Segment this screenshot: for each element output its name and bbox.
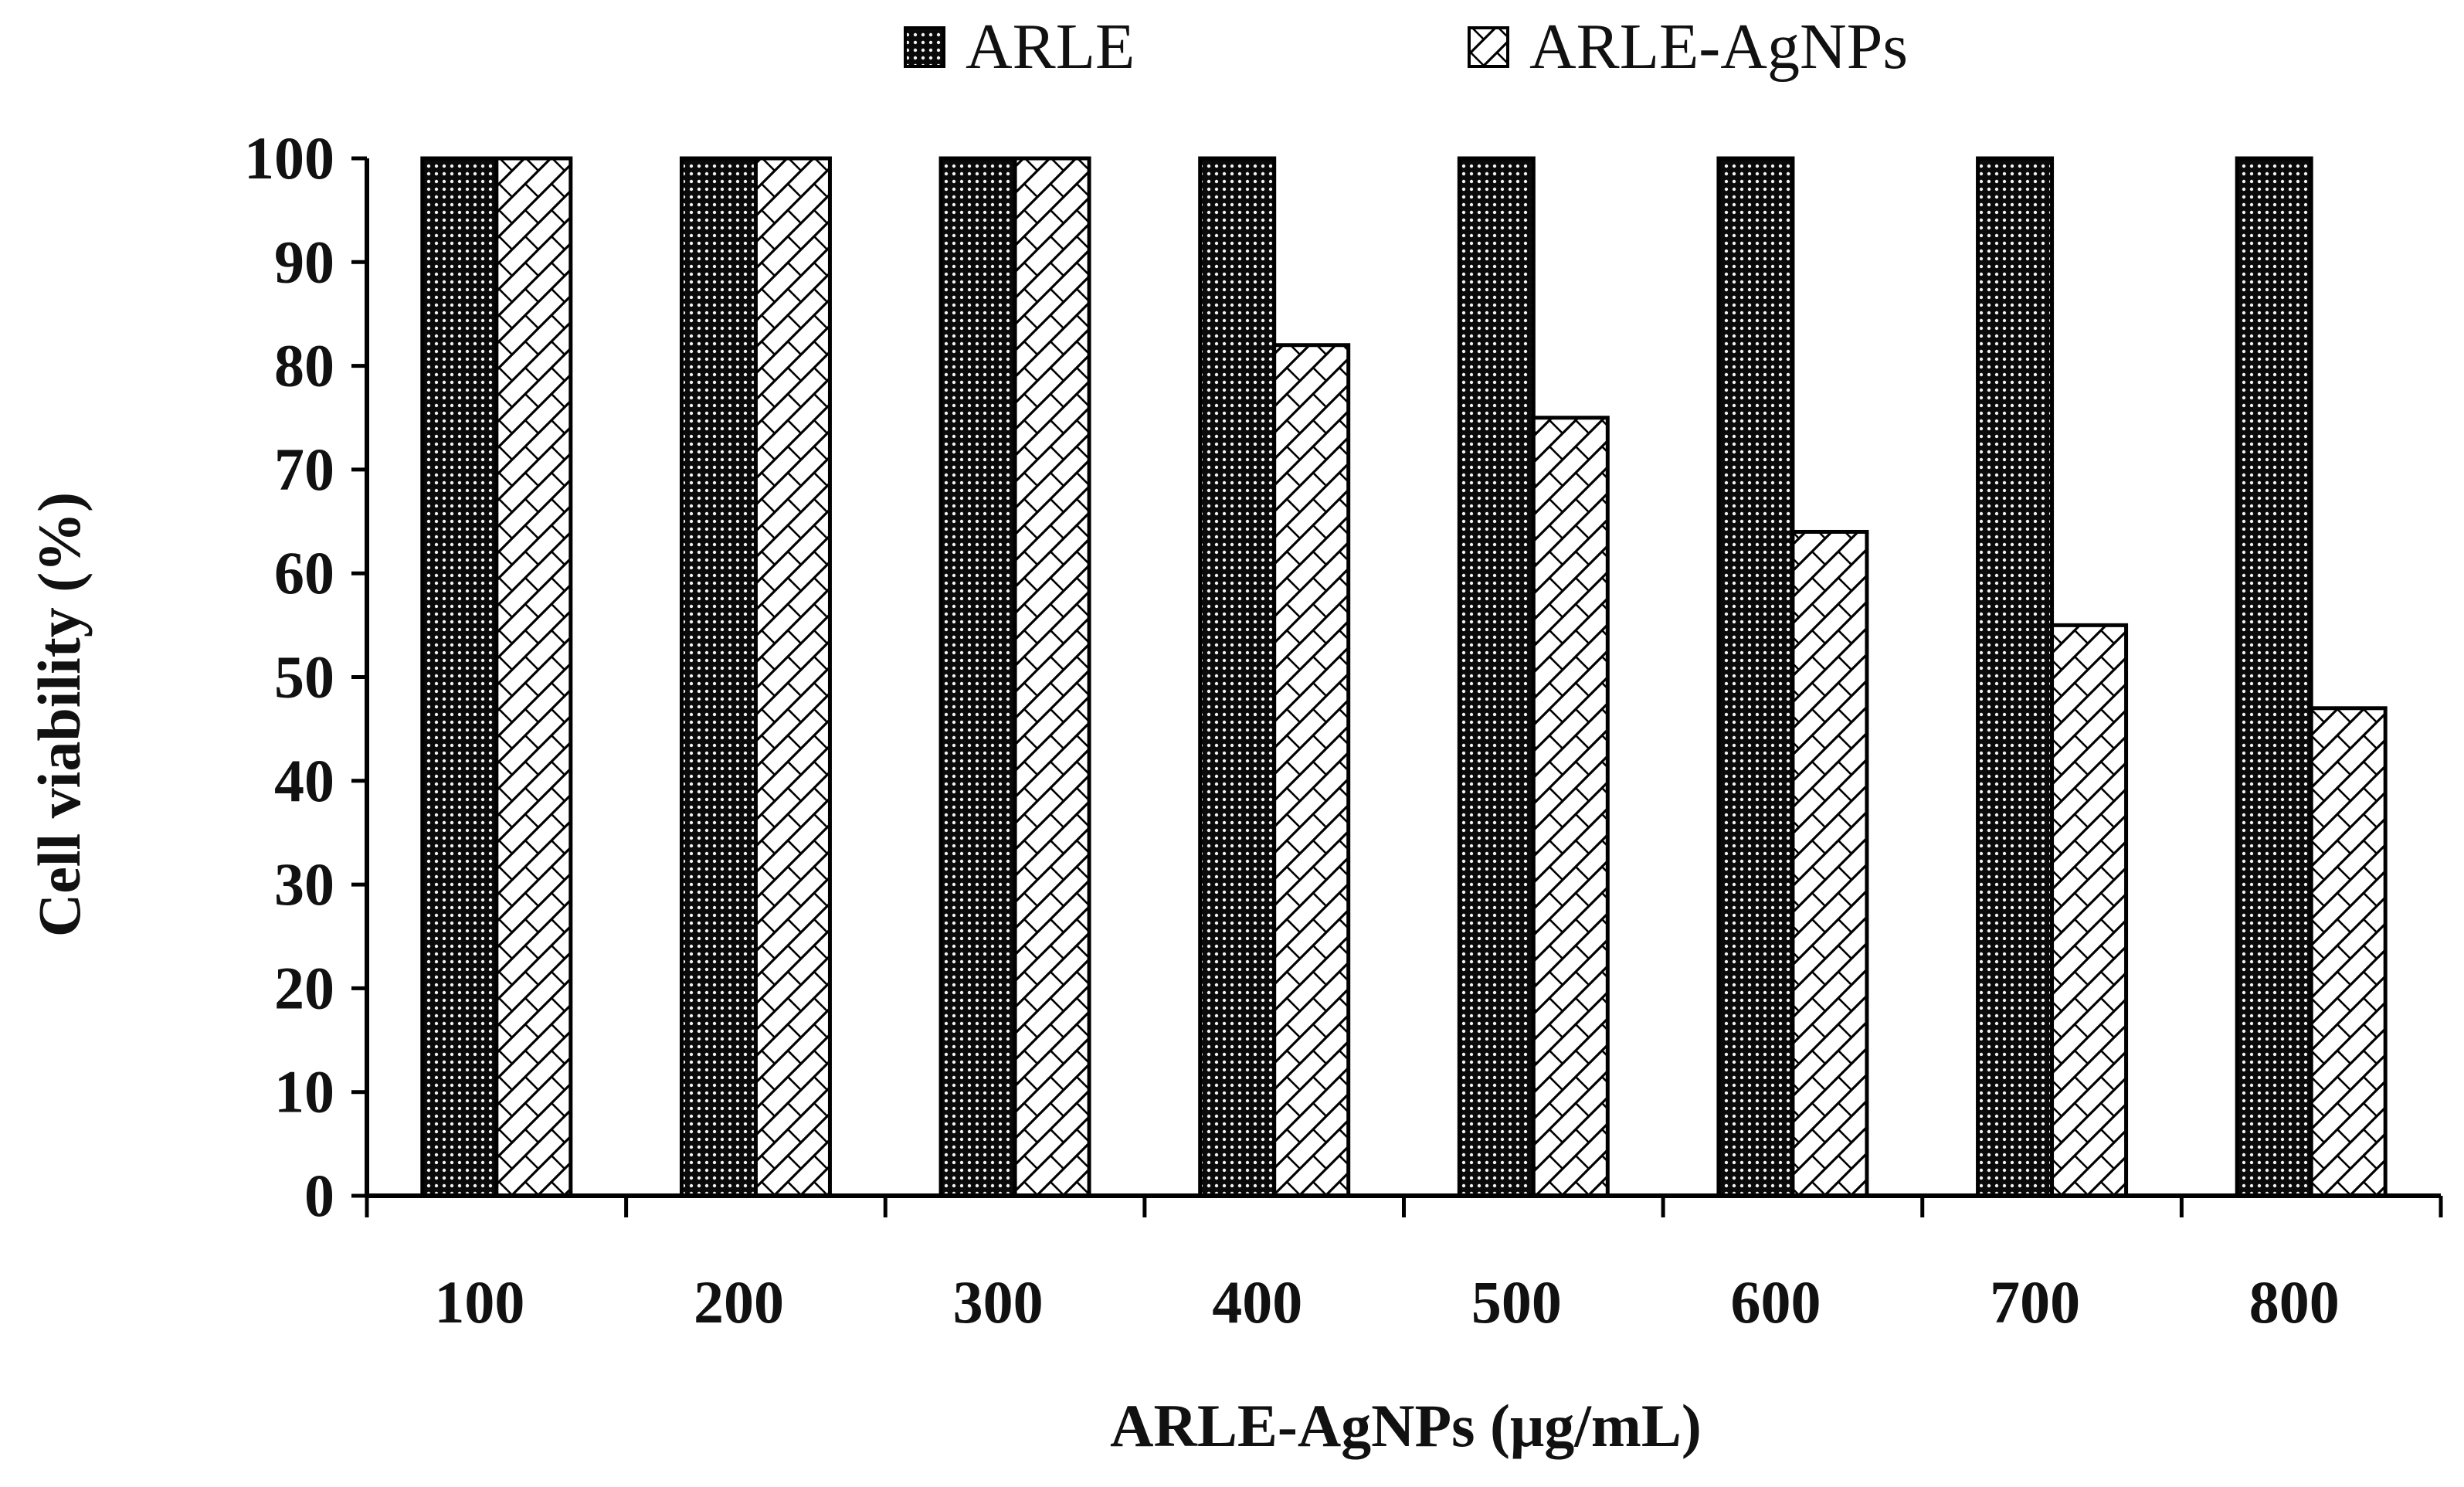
bars-layer [420,156,2388,1198]
x-axis-title: ARLE-AgNPs (μg/mL) [1110,1392,1702,1459]
legend-label-arle-agnps: ARLE-AgNPs [1529,11,1908,83]
x-tick-label-700: 700 [1990,1268,2080,1336]
y-tick-label-40: 40 [274,747,334,814]
y-tick-label-10: 10 [274,1058,334,1125]
axes-layer [351,156,2443,1217]
y-tick-label-80: 80 [274,332,334,399]
bar-arle-100 [420,156,499,1198]
bar-arle-agnps-700 [2050,623,2129,1198]
x-tick-label-500: 500 [1471,1268,1562,1336]
y-tick-label-70: 70 [274,436,334,503]
bar-arle-agnps-800 [2309,706,2388,1198]
bar-arle-agnps-100 [494,156,573,1198]
x-tick-label-600: 600 [1730,1268,1821,1336]
x-tick-label-100: 100 [434,1268,524,1336]
bar-arle-agnps-500 [1531,416,1610,1198]
legend-swatch-arle-agnps [1468,26,1509,68]
bar-arle-700 [1976,156,2055,1198]
y-tick-label-20: 20 [274,954,334,1021]
bar-arle-agnps-200 [753,156,832,1198]
bar-arle-agnps-300 [1013,156,1091,1198]
y-tick-label-50: 50 [274,643,334,711]
bar-arle-600 [1716,156,1795,1198]
y-axis-title: Cell viability (%) [25,492,93,937]
x-tick-label-200: 200 [694,1268,784,1336]
x-tick-label-800: 800 [2249,1268,2340,1336]
legend-swatch-arle [904,26,945,68]
x-tick-label-300: 300 [953,1268,1044,1336]
bar-arle-500 [1457,156,1536,1198]
bar-arle-400 [1198,156,1277,1198]
x-tick-labels: 100 200 300 400 500 600 700 800 [434,1268,2339,1336]
bar-arle-agnps-400 [1272,343,1351,1198]
x-tick-label-400: 400 [1212,1268,1302,1336]
y-tick-label-60: 60 [274,539,334,606]
legend-label-arle: ARLE [966,11,1135,83]
y-tick-label-90: 90 [274,228,334,295]
y-tick-label-30: 30 [274,850,334,918]
bar-arle-200 [679,156,758,1198]
legend: ARLE ARLE-AgNPs [904,11,1908,83]
y-tick-label-0: 0 [304,1162,334,1229]
bar-arle-agnps-600 [1790,529,1869,1198]
bar-arle-300 [938,156,1017,1198]
y-tick-labels: 0 10 20 30 40 50 60 70 80 90 100 [244,124,334,1229]
bar-arle-800 [2235,156,2313,1198]
y-tick-label-100: 100 [244,124,334,192]
